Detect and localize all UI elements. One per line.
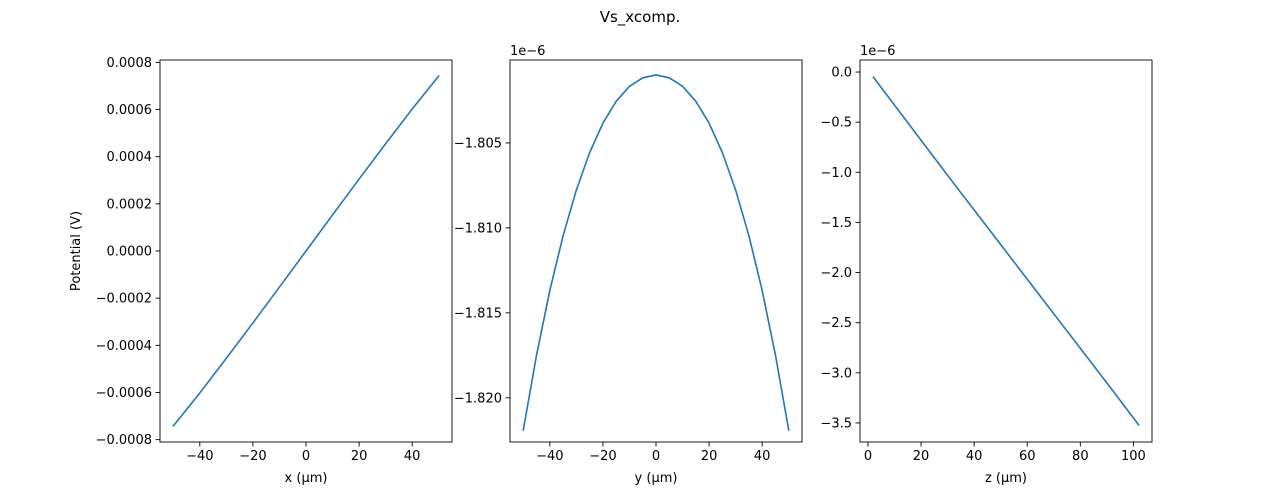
series-line [872,76,1140,426]
y-tick-label: −1.815 [454,306,502,321]
x-axis-label: y (μm) [635,471,678,486]
x-tick-label: 40 [404,449,421,464]
y-tick-label: 0.0000 [107,245,153,260]
y-offset-text: 1e−6 [860,44,895,59]
series-line [172,75,440,427]
y-tick-label: −0.0006 [96,386,152,401]
chart-panel-3: 0 20 40 60 80 100 0.0 −0.5 −1.0 −1.5 −2.0 −2.5 −3.0 −… [820,44,1153,486]
y-tick-label: −0.5 [820,116,852,131]
axes-frame [509,59,803,443]
x-tick-label: 20 [701,449,718,464]
x-tick-label: 60 [1019,449,1036,464]
x-tick-label: 20 [351,449,368,464]
x-tick-label: 0 [864,449,872,464]
y-tick-label: −0.0004 [96,339,152,354]
y-tick-label: −2.5 [820,316,852,331]
axes-frame [859,59,1153,443]
y-tick-label: −0.0002 [96,292,152,307]
y-tick-label: −1.5 [820,216,852,231]
y-axis-label: Potential (V) [69,211,84,291]
y-tick-label: 0.0008 [107,56,153,71]
y-tick-label: 0.0006 [107,103,153,118]
y-tick-label: −1.810 [454,221,502,236]
x-tick-label: −20 [589,449,616,464]
y-tick-label: −1.805 [454,136,502,151]
series-line [522,74,790,431]
chart-panel-1: −40 −20 0 20 40 −0.0008 −0.0006 −0.0004 −0.0002 0… [69,56,453,486]
x-tick-label: −20 [239,449,266,464]
y-tick-label: −0.0008 [96,433,152,448]
x-axis-label: z (μm) [985,471,1027,486]
x-tick-label: 40 [966,449,983,464]
chart-panel-2: −40 −20 0 20 40 −1.805 −1.810 −1.815 −1.820 y (μm… [454,44,803,486]
y-tick-label: −1.820 [454,391,502,406]
y-tick-label: −3.5 [820,416,852,431]
y-tick-label: 0.0 [831,66,852,81]
figure-title: Vs_xcomp. [600,8,681,27]
y-tick-label: 0.0002 [107,197,153,212]
x-tick-label: 100 [1121,449,1146,464]
y-tick-label: −3.0 [820,366,852,381]
y-tick-label: −2.0 [820,266,852,281]
x-tick-label: 0 [652,449,660,464]
x-axis-label: x (μm) [285,471,328,486]
y-offset-text: 1e−6 [510,44,545,59]
y-tick-label: 0.0004 [107,150,153,165]
x-tick-label: −40 [536,449,563,464]
x-tick-label: 20 [913,449,930,464]
x-tick-label: −40 [186,449,213,464]
x-tick-label: 0 [302,449,310,464]
x-tick-label: 40 [754,449,771,464]
y-tick-label: −1.0 [820,166,852,181]
x-tick-label: 80 [1072,449,1089,464]
